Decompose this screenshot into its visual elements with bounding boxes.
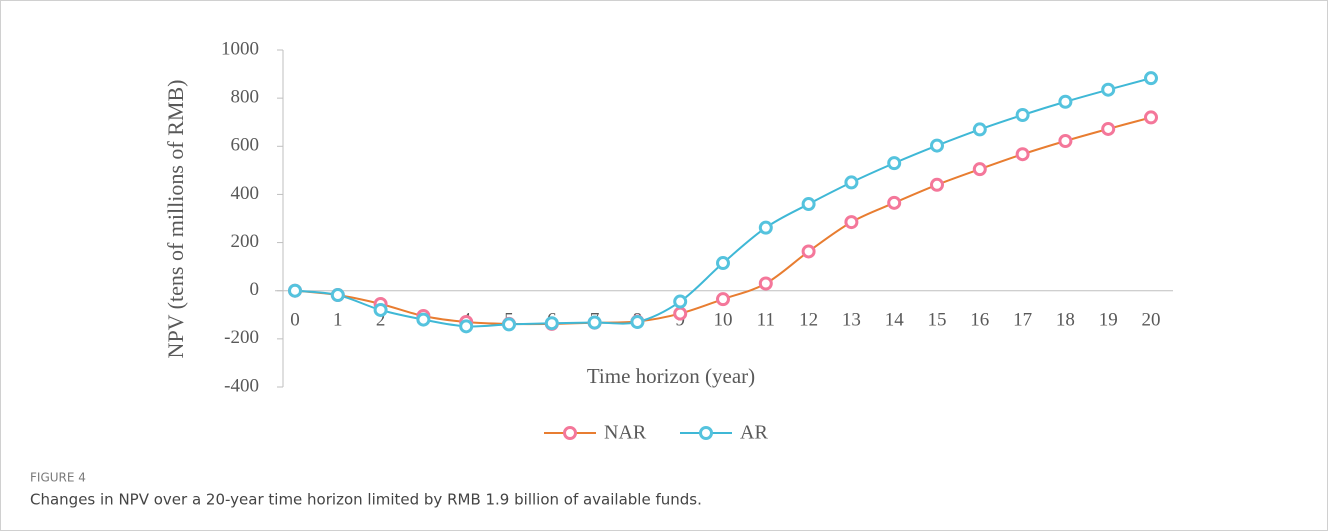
y-tick-label: 600	[231, 135, 260, 156]
x-tick-label: 14	[885, 309, 905, 330]
marker	[716, 292, 730, 307]
y-tick-label: 1000	[221, 38, 259, 59]
marker	[544, 316, 559, 331]
y-tick-label: 0	[250, 279, 260, 300]
legend-marker	[699, 426, 713, 440]
marker	[758, 220, 773, 235]
marker	[716, 256, 730, 271]
x-tick-label: 20	[1142, 309, 1161, 330]
marker	[416, 312, 431, 327]
y-tick-label: 800	[231, 87, 260, 108]
legend-label: NAR	[604, 422, 647, 444]
legend-label: AR	[740, 422, 768, 444]
marker	[587, 315, 602, 330]
x-tick-label: 0	[290, 309, 300, 330]
y-axis-title: NPV (tens of millions of RMB)	[163, 80, 188, 359]
marker	[1015, 147, 1030, 162]
marker	[1058, 94, 1073, 109]
marker	[801, 244, 816, 259]
marker	[844, 175, 859, 190]
x-tick-label: 11	[757, 309, 775, 330]
x-tick-label: 16	[970, 309, 989, 330]
x-tick-label: 17	[1013, 309, 1032, 330]
x-tick-label: 18	[1056, 309, 1075, 330]
y-tick-label: 200	[231, 231, 260, 252]
x-tick-label: 2	[376, 309, 386, 330]
marker	[1101, 121, 1116, 136]
marker	[930, 177, 944, 192]
x-tick-label: 12	[799, 309, 818, 330]
caption: Changes in NPV over a 20-year time horiz…	[30, 491, 702, 509]
x-tick-label: 1	[333, 309, 343, 330]
x-tick-label: 13	[842, 309, 861, 330]
marker	[1144, 110, 1158, 125]
marker	[673, 294, 688, 309]
marker	[330, 288, 345, 303]
marker	[502, 317, 516, 332]
marker	[887, 195, 902, 210]
marker	[288, 283, 302, 298]
legend-marker	[563, 426, 577, 440]
marker	[801, 197, 816, 212]
figure-label: FIGURE 4	[30, 471, 86, 485]
marker	[758, 276, 773, 291]
marker	[1015, 107, 1030, 122]
x-tick-label: 15	[928, 309, 947, 330]
marker	[930, 138, 944, 153]
y-tick-label: -200	[224, 327, 259, 348]
marker	[844, 215, 859, 230]
marker	[373, 302, 388, 317]
marker	[1058, 133, 1073, 148]
marker	[972, 162, 987, 177]
marker	[459, 319, 474, 334]
y-tick-label: -400	[224, 375, 259, 396]
marker	[630, 315, 645, 330]
marker	[1101, 82, 1116, 97]
y-tick-label: 400	[231, 183, 260, 204]
marker	[673, 306, 688, 321]
x-axis-title: Time horizon (year)	[587, 364, 755, 388]
marker	[887, 156, 902, 171]
x-tick-label: 10	[714, 309, 733, 330]
x-tick-label: 19	[1099, 309, 1118, 330]
marker	[1144, 71, 1158, 86]
marker	[972, 122, 987, 137]
